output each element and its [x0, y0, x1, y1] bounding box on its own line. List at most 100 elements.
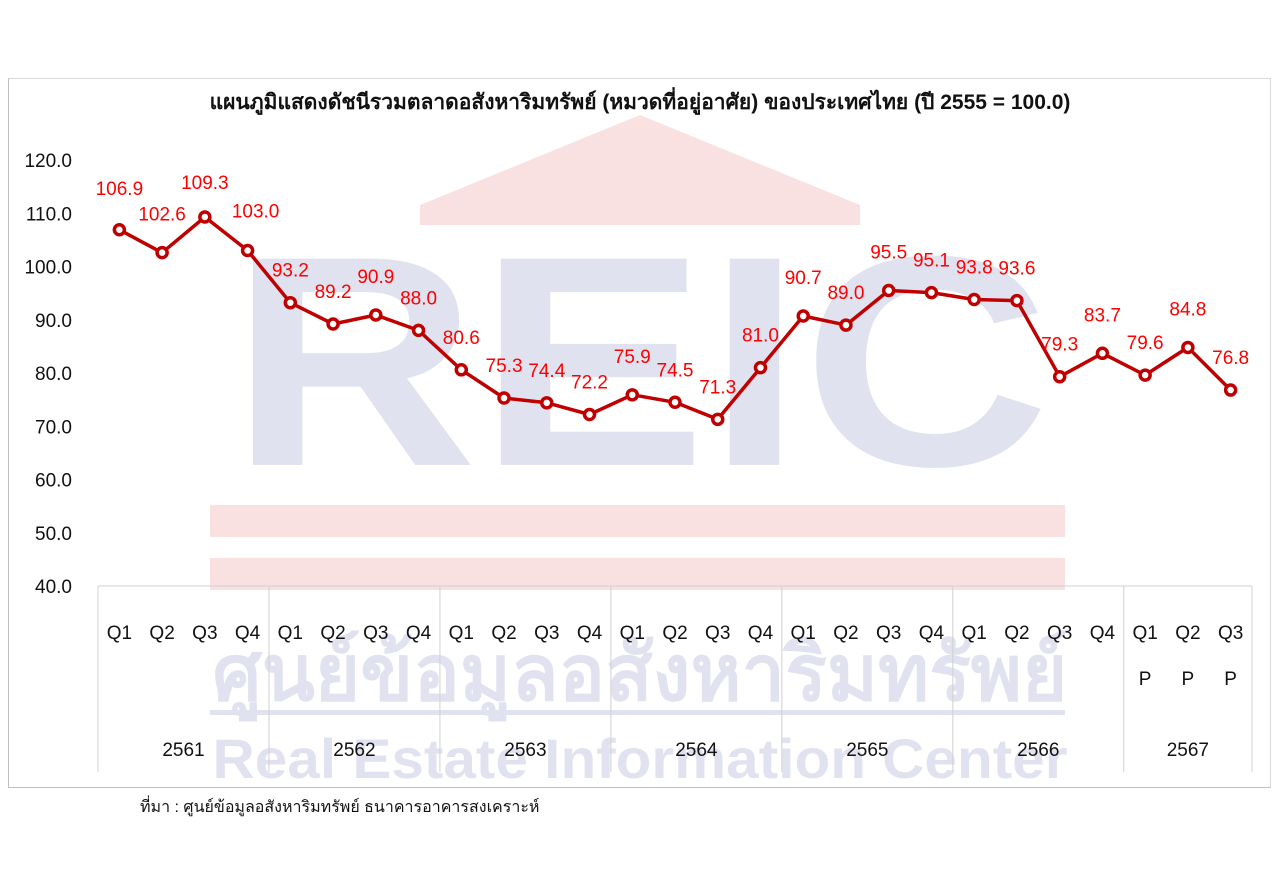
x-tick-label: Q1 [278, 623, 303, 644]
x-tick-label: Q3 [705, 623, 730, 644]
data-label: 106.9 [96, 179, 144, 200]
data-label: 84.8 [1169, 299, 1206, 320]
x-tick-label: Q4 [919, 623, 945, 644]
x-tick-label: Q2 [1175, 623, 1200, 644]
data-point [1223, 383, 1238, 397]
data-point [240, 243, 255, 258]
x-tick-label: Q4 [406, 623, 432, 644]
reic-watermark: REIC ศูนย์ข้อมูลอสังหาริมทรัพย์ Real Est… [210, 115, 1068, 790]
data-point [625, 388, 640, 402]
year-group-label: 2562 [333, 740, 375, 761]
data-point [283, 295, 298, 310]
data-point [326, 317, 340, 331]
year-group-label: 2564 [675, 740, 718, 761]
x-tick-label: Q3 [192, 623, 217, 644]
data-label: 93.2 [272, 261, 309, 282]
x-tick-label: Q2 [149, 623, 174, 644]
data-point [668, 395, 682, 410]
y-tick-label: 80.0 [35, 364, 72, 385]
data-point [411, 323, 426, 338]
data-point [967, 292, 981, 307]
x-tick-label: Q1 [1132, 623, 1157, 644]
data-label: 89.2 [315, 282, 352, 303]
y-tick-label: 120.0 [24, 151, 72, 172]
x-tick-label: Q1 [791, 623, 816, 644]
chart-title: แผนภูมิแสดงดัชนีรวมตลาดอสังหาริมทรัพย์ (… [209, 91, 1071, 114]
data-point [710, 412, 725, 427]
x-tick-label: Q4 [1090, 623, 1116, 644]
data-point [924, 285, 939, 300]
category-axis-table: Q1 Q2 Q3 Q4 Q1 Q2 Q3 Q4 Q1 Q2 Q3 Q4 Q1 Q2 Q3 Q4 Q1 Q2 Q3 Q4… [97, 585, 1253, 772]
y-tick-label: 90.0 [35, 311, 72, 332]
watermark-divider [210, 710, 1065, 715]
watermark-bar-top [210, 505, 1065, 537]
data-label: 75.9 [614, 347, 651, 368]
x-tick-label: Q1 [620, 623, 645, 644]
y-tick-label: 110.0 [26, 204, 72, 225]
x-tick-label: Q3 [534, 623, 559, 644]
preliminary-flag-label: P [1182, 669, 1195, 690]
data-label: 102.6 [138, 205, 186, 226]
data-label: 93.6 [998, 259, 1035, 280]
x-tick-label: Q4 [748, 623, 774, 644]
y-tick-label: 60.0 [35, 471, 72, 492]
preliminary-flag-label: P [1224, 669, 1237, 690]
y-tick-label: 100.0 [24, 258, 72, 279]
x-tick-label: Q2 [662, 623, 687, 644]
data-label: 95.5 [870, 242, 907, 263]
y-tick-label: 50.0 [35, 524, 72, 545]
x-tick-label: Q4 [235, 623, 261, 644]
x-tick-label: Q3 [363, 623, 388, 644]
watermark-english-name: Real Estate Information Center [213, 727, 1068, 790]
x-tick-label: Q2 [320, 623, 345, 644]
data-point [540, 396, 554, 410]
data-point [1138, 368, 1152, 382]
x-tick-label: Q3 [876, 623, 901, 644]
data-label: 79.6 [1127, 333, 1164, 354]
data-point [497, 391, 511, 405]
data-point [112, 223, 127, 237]
x-tick-label: Q4 [577, 623, 603, 644]
data-point [1095, 346, 1110, 361]
data-point [454, 363, 469, 377]
x-tick-label: Q1 [107, 623, 132, 644]
x-tick-label: Q2 [491, 623, 516, 644]
data-point [198, 210, 212, 224]
x-tick-label: Q1 [962, 623, 987, 644]
data-point [839, 318, 853, 332]
data-label: 95.1 [913, 251, 950, 272]
data-point [1181, 340, 1195, 355]
data-label: 76.8 [1212, 348, 1249, 369]
year-group-label: 2563 [504, 740, 546, 761]
year-group-label: 2567 [1167, 740, 1209, 761]
data-label: 72.2 [571, 373, 608, 394]
y-tick-label: 70.0 [35, 417, 72, 438]
source-note: ที่มา : ศูนย์ข้อมูลอสังหาริมทรัพย์ ธนาคา… [140, 799, 540, 816]
data-point [1052, 369, 1067, 384]
preliminary-flag-label: P [1139, 669, 1152, 690]
watermark-logo-text: REIC [230, 193, 1050, 529]
data-point [753, 360, 768, 375]
x-tick-label: Q2 [833, 623, 858, 644]
x-tick-label: Q3 [1218, 623, 1243, 644]
year-group-label: 2566 [1017, 740, 1059, 761]
data-label: 89.0 [827, 283, 864, 304]
data-point [796, 309, 810, 323]
watermark-roof [420, 115, 860, 225]
x-tick-label: Q1 [449, 623, 474, 644]
year-group-label: 2565 [846, 740, 888, 761]
data-label: 80.6 [443, 328, 480, 349]
data-label: 71.3 [699, 377, 736, 398]
watermark-bar-bottom [210, 558, 1065, 590]
data-label: 88.0 [400, 288, 437, 309]
y-axis-ticks: 120.0 110.0 100.0 90.0 80.0 70.0 60.0 50.0 40.0 [24, 151, 72, 598]
data-label: 90.9 [357, 267, 394, 288]
data-label: 79.3 [1041, 335, 1078, 356]
year-group-label: 2561 [162, 740, 204, 761]
data-point [881, 283, 896, 298]
y-tick-label: 40.0 [35, 577, 72, 598]
data-label: 109.3 [181, 173, 229, 194]
data-point [155, 245, 169, 260]
